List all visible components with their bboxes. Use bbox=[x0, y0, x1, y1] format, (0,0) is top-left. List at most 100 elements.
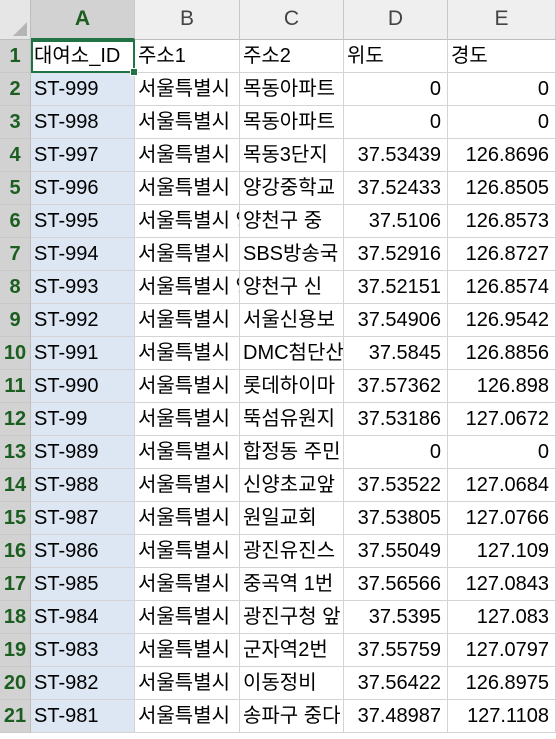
cell-id[interactable]: ST-987 bbox=[31, 502, 135, 535]
cell-a2[interactable]: 목동아파트 bbox=[240, 106, 344, 139]
cell-id[interactable]: ST-996 bbox=[31, 172, 135, 205]
cell-a2[interactable]: 송파구 중다 bbox=[240, 700, 344, 733]
cell-a1[interactable]: 서울특별시 bbox=[135, 304, 240, 337]
row-header[interactable]: 16 bbox=[0, 535, 31, 568]
cell-lat[interactable]: 0 bbox=[344, 106, 448, 139]
cell-lng[interactable]: 127.0672 bbox=[448, 403, 556, 436]
cell-id[interactable]: ST-994 bbox=[31, 238, 135, 271]
cell-a1[interactable]: 서울특별시 bbox=[135, 667, 240, 700]
cell-lat[interactable]: 37.53805 bbox=[344, 502, 448, 535]
row-header[interactable]: 14 bbox=[0, 469, 31, 502]
row-header[interactable]: 11 bbox=[0, 370, 31, 403]
cell-a1[interactable]: 서울특별시 bbox=[135, 238, 240, 271]
cell-id[interactable]: ST-984 bbox=[31, 601, 135, 634]
cell-a1[interactable]: 서울특별시 bbox=[135, 172, 240, 205]
row-header[interactable]: 12 bbox=[0, 403, 31, 436]
cell-lat[interactable]: 37.55049 bbox=[344, 535, 448, 568]
cell-id[interactable]: ST-992 bbox=[31, 304, 135, 337]
cell-a1[interactable]: 서울특별시 양천구 bbox=[135, 205, 240, 238]
cell-lat[interactable]: 37.52151 bbox=[344, 271, 448, 304]
cell-id[interactable]: ST-986 bbox=[31, 535, 135, 568]
cell-id[interactable]: ST-990 bbox=[31, 370, 135, 403]
row-header[interactable]: 17 bbox=[0, 568, 31, 601]
cell-lat[interactable]: 37.52433 bbox=[344, 172, 448, 205]
cell-a1[interactable]: 서울특별시 bbox=[135, 370, 240, 403]
cell-id[interactable]: ST-985 bbox=[31, 568, 135, 601]
cell-lat[interactable]: 37.48987 bbox=[344, 700, 448, 733]
row-header[interactable]: 1 bbox=[0, 40, 31, 73]
row-header[interactable]: 15 bbox=[0, 502, 31, 535]
row-header[interactable]: 2 bbox=[0, 73, 31, 106]
column-header-c[interactable]: C bbox=[240, 0, 344, 40]
cell-a1[interactable]: 서울특별시 bbox=[135, 436, 240, 469]
cell-a1[interactable]: 서울특별시 bbox=[135, 139, 240, 172]
cell-lng[interactable]: 126.9542 bbox=[448, 304, 556, 337]
cell-lng[interactable]: 126.8574 bbox=[448, 271, 556, 304]
cell-lng[interactable]: 126.8975 bbox=[448, 667, 556, 700]
cell-a1[interactable]: 서울특별시 bbox=[135, 469, 240, 502]
cell-a2[interactable]: 목동3단지 bbox=[240, 139, 344, 172]
cell-lng[interactable]: 0 bbox=[448, 106, 556, 139]
cell-id[interactable]: ST-999 bbox=[31, 73, 135, 106]
row-header[interactable]: 8 bbox=[0, 271, 31, 304]
cell-lng[interactable]: 127.109 bbox=[448, 535, 556, 568]
cell-lat[interactable]: 37.53522 bbox=[344, 469, 448, 502]
cell-a2[interactable]: SBS방송국 bbox=[240, 238, 344, 271]
row-header[interactable]: 13 bbox=[0, 436, 31, 469]
row-header[interactable]: 21 bbox=[0, 700, 31, 733]
cell-a1[interactable]: 서울특별시 bbox=[135, 601, 240, 634]
cell-lng[interactable]: 126.8573 bbox=[448, 205, 556, 238]
cell-a2[interactable]: 목동아파트 bbox=[240, 73, 344, 106]
cell-lat[interactable]: 37.52916 bbox=[344, 238, 448, 271]
row-header[interactable]: 9 bbox=[0, 304, 31, 337]
cell-id[interactable]: ST-991 bbox=[31, 337, 135, 370]
cell-lat[interactable]: 37.57362 bbox=[344, 370, 448, 403]
cell-lat[interactable]: 37.53186 bbox=[344, 403, 448, 436]
cell-id[interactable]: ST-989 bbox=[31, 436, 135, 469]
cell-a1[interactable]: 서울특별시 bbox=[135, 502, 240, 535]
cell-a2[interactable]: 광진구청 앞 bbox=[240, 601, 344, 634]
cell-lng[interactable]: 127.0684 bbox=[448, 469, 556, 502]
cell-a2[interactable]: 합정동 주민 bbox=[240, 436, 344, 469]
cell-lat[interactable]: 37.56566 bbox=[344, 568, 448, 601]
cell-id[interactable]: ST-988 bbox=[31, 469, 135, 502]
cell-lng[interactable]: 126.8505 bbox=[448, 172, 556, 205]
header-cell-a1[interactable]: 주소1 bbox=[135, 40, 240, 73]
cell-a2[interactable]: 뚝섬유원지 bbox=[240, 403, 344, 436]
cell-lng[interactable]: 126.898 bbox=[448, 370, 556, 403]
cell-a2[interactable]: 양강중학교 bbox=[240, 172, 344, 205]
row-header[interactable]: 20 bbox=[0, 667, 31, 700]
row-header[interactable]: 18 bbox=[0, 601, 31, 634]
cell-a2[interactable]: 양천구 신 bbox=[240, 271, 344, 304]
cell-a2[interactable]: 서울신용보 bbox=[240, 304, 344, 337]
cell-lng[interactable]: 0 bbox=[448, 73, 556, 106]
cell-lng[interactable]: 126.8696 bbox=[448, 139, 556, 172]
column-header-d[interactable]: D bbox=[344, 0, 448, 40]
header-cell-a2[interactable]: 주소2 bbox=[240, 40, 344, 73]
select-all-corner[interactable] bbox=[0, 0, 31, 40]
cell-lat[interactable]: 37.56422 bbox=[344, 667, 448, 700]
cell-lng[interactable]: 127.0797 bbox=[448, 634, 556, 667]
cell-a2[interactable]: 신양초교앞 bbox=[240, 469, 344, 502]
row-header[interactable]: 3 bbox=[0, 106, 31, 139]
cell-a2[interactable]: DMC첨단산 bbox=[240, 337, 344, 370]
cell-id[interactable]: ST-995 bbox=[31, 205, 135, 238]
column-header-e[interactable]: E bbox=[448, 0, 556, 40]
cell-a1[interactable]: 서울특별시 양천구 bbox=[135, 271, 240, 304]
cell-a1[interactable]: 서울특별시 bbox=[135, 634, 240, 667]
cell-id[interactable]: ST-983 bbox=[31, 634, 135, 667]
header-cell-lat[interactable]: 위도 bbox=[344, 40, 448, 73]
header-cell-lng[interactable]: 경도 bbox=[448, 40, 556, 73]
cell-a2[interactable]: 이동정비 bbox=[240, 667, 344, 700]
cell-a2[interactable]: 군자역2번 bbox=[240, 634, 344, 667]
cell-lat[interactable]: 37.5395 bbox=[344, 601, 448, 634]
cell-lng[interactable]: 126.8856 bbox=[448, 337, 556, 370]
row-header[interactable]: 5 bbox=[0, 172, 31, 205]
cell-a2[interactable]: 양천구 중 bbox=[240, 205, 344, 238]
cell-a2[interactable]: 원일교회 bbox=[240, 502, 344, 535]
header-cell-id[interactable]: 대여소_ID bbox=[31, 40, 135, 73]
cell-a1[interactable]: 서울특별시 bbox=[135, 337, 240, 370]
cell-lat[interactable]: 0 bbox=[344, 73, 448, 106]
fill-handle[interactable] bbox=[130, 68, 138, 76]
cell-lat[interactable]: 37.53439 bbox=[344, 139, 448, 172]
